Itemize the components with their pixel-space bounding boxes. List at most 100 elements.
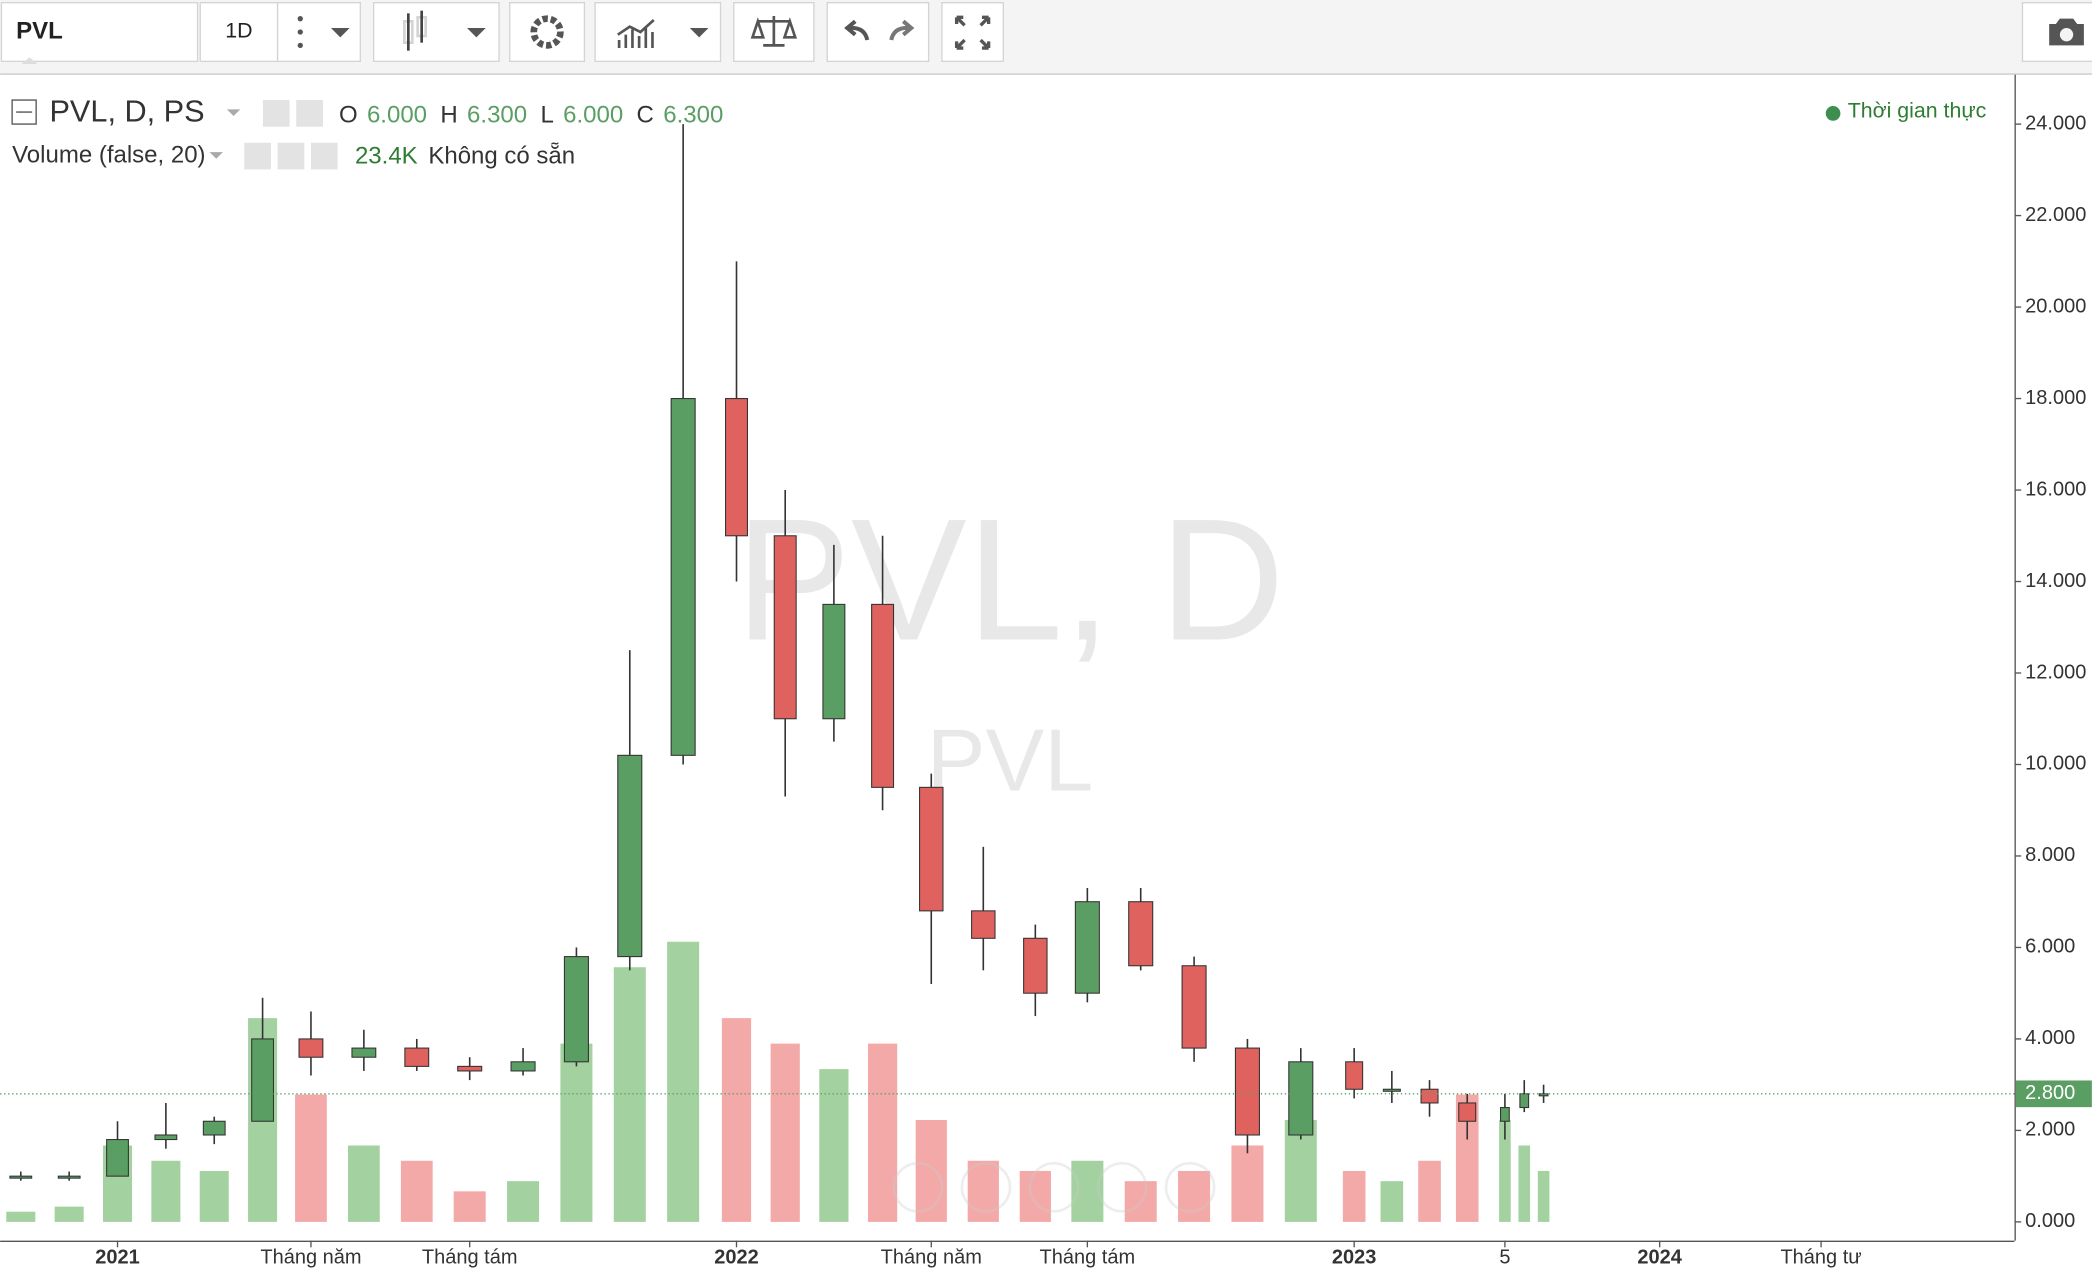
volume-bar <box>507 1181 540 1222</box>
candle-body <box>1181 965 1207 1049</box>
fullscreen-button[interactable] <box>941 2 1004 63</box>
x-tick-label: 2021 <box>95 1246 140 1268</box>
y-tick-label: 2.000 <box>2025 1119 2075 1141</box>
volume-bar <box>1071 1160 1104 1222</box>
volume-bar <box>1124 1181 1157 1222</box>
hide-button[interactable] <box>244 142 271 170</box>
x-tick-label: 2023 <box>1332 1246 1377 1268</box>
volume-status: Không có sẵn <box>428 142 575 170</box>
candle-body <box>971 910 996 939</box>
candle-body <box>1023 937 1048 994</box>
dropdown-icon <box>467 28 486 38</box>
indicators-icon <box>617 19 655 49</box>
candle-body <box>773 535 797 720</box>
hide-button[interactable] <box>262 100 290 127</box>
remove-button[interactable] <box>310 142 338 170</box>
y-tick-label: 14.000 <box>2025 570 2086 592</box>
camera-lens <box>2059 28 2074 42</box>
candle-body <box>154 1134 178 1141</box>
legend-title: PVL, D, PS <box>49 94 204 129</box>
scale-icon <box>750 16 798 47</box>
ohlc-value: 6.000 <box>563 101 623 128</box>
volume-bar <box>915 1120 947 1222</box>
settings-button[interactable] <box>509 2 586 63</box>
candle-body <box>351 1047 377 1058</box>
fullscreen-icon <box>954 15 991 50</box>
toolbar-handle <box>21 57 38 65</box>
y-tick-label: 10.000 <box>2025 753 2086 775</box>
status: Thời gian thực <box>1848 99 1987 123</box>
candle-body <box>1288 1061 1314 1136</box>
volume-bar <box>1499 1120 1511 1222</box>
y-tick-label: 18.000 <box>2025 387 2086 409</box>
volume-menu[interactable] <box>209 152 223 159</box>
x-tick-label: 5 <box>1499 1246 1510 1268</box>
candle-body <box>57 1175 81 1179</box>
candle-body <box>1074 901 1100 994</box>
volume-bar <box>819 1069 849 1222</box>
candle-body <box>202 1120 226 1136</box>
y-tick-label: 24.000 <box>2025 112 2086 134</box>
undo-redo[interactable] <box>826 2 930 63</box>
redo-icon[interactable] <box>889 19 915 41</box>
y-tick-label: 4.000 <box>2025 1027 2075 1049</box>
volume-bar <box>867 1043 898 1222</box>
y-tick-label: 6.000 <box>2025 936 2075 958</box>
symbol-box[interactable] <box>0 2 199 63</box>
volume-bar <box>1342 1170 1366 1222</box>
collapse-button[interactable] <box>11 99 37 125</box>
interval[interactable]: 1D <box>225 19 252 43</box>
candle-body <box>1420 1088 1439 1104</box>
settings-button[interactable] <box>277 142 305 170</box>
undo-icon[interactable] <box>844 19 870 41</box>
volume-bar <box>1380 1181 1404 1222</box>
settings-button[interactable] <box>296 100 323 127</box>
candle-body <box>563 956 589 1063</box>
symbol[interactable]: PVL <box>16 17 63 44</box>
legend-menu[interactable] <box>226 109 241 117</box>
zoom-out-button[interactable] <box>960 1161 1012 1213</box>
scroll-right-button[interactable] <box>1164 1161 1216 1213</box>
candle-body <box>822 603 846 720</box>
volume-bar <box>770 1043 800 1222</box>
watermark-subtitle: PVL <box>927 710 1093 809</box>
volume-bar <box>560 1043 593 1222</box>
volume-bar <box>1518 1145 1531 1222</box>
volume-bar <box>151 1160 181 1222</box>
ohlc-value: 6.300 <box>663 101 723 128</box>
candle-body <box>1519 1093 1530 1109</box>
scroll-left-button[interactable] <box>892 1161 944 1213</box>
candle-body <box>298 1038 324 1058</box>
ohlc-key: O <box>339 101 358 128</box>
ohlc-key: H <box>440 101 457 128</box>
interval-menu[interactable] <box>276 2 361 63</box>
candle-body <box>106 1139 129 1177</box>
candle-body <box>617 754 643 958</box>
candle-icon <box>402 10 428 51</box>
y-tick-label: 0.000 <box>2025 1210 2075 1232</box>
candle-body <box>1500 1107 1510 1122</box>
candle-body <box>871 603 895 788</box>
y-tick-label: 12.000 <box>2025 661 2086 683</box>
x-tick-label: Tháng tám <box>1040 1246 1136 1268</box>
volume-value: 23.4K <box>355 143 418 170</box>
volume-bar <box>721 1018 752 1222</box>
candle-body <box>1234 1047 1260 1136</box>
reset-button[interactable] <box>1028 1161 1080 1213</box>
candle-body <box>670 398 696 756</box>
zoom-in-button[interactable] <box>1096 1161 1148 1213</box>
volume-title: Volume (false, 20) <box>12 141 205 168</box>
volume-bar <box>1178 1170 1211 1222</box>
interval-button[interactable] <box>199 2 279 63</box>
x-tick-label: 2024 <box>1637 1246 1682 1268</box>
volume-bar <box>1418 1160 1441 1222</box>
x-tick-label: Tháng năm <box>260 1246 361 1268</box>
dropdown-icon <box>330 28 350 38</box>
y-tick-label: 16.000 <box>2025 478 2086 500</box>
candle-body <box>1345 1061 1364 1090</box>
x-tick-label: 2022 <box>714 1246 759 1268</box>
dropdown-icon <box>689 28 709 38</box>
gear-icon <box>530 15 564 49</box>
